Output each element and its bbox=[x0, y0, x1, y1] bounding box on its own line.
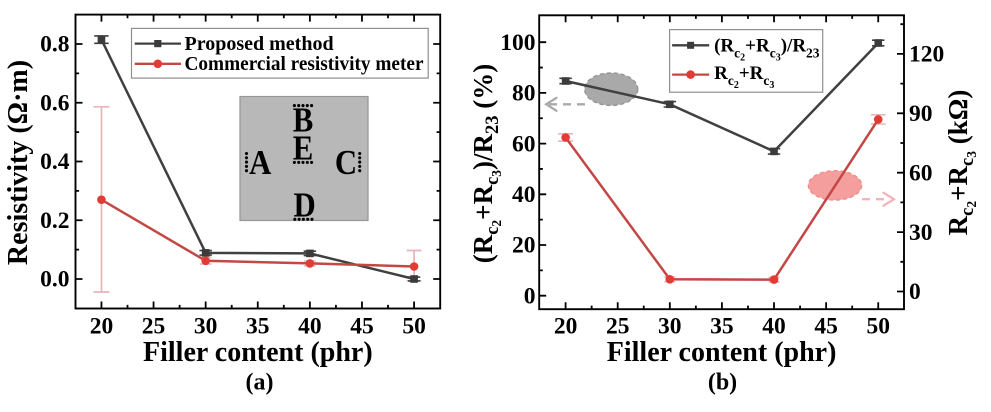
svg-text:Resistivity (Ω·m): Resistivity (Ω·m) bbox=[3, 60, 34, 265]
svg-text:0: 0 bbox=[524, 283, 536, 309]
svg-text:(a): (a) bbox=[246, 370, 274, 396]
svg-text:20: 20 bbox=[554, 314, 578, 340]
svg-text:0.0: 0.0 bbox=[40, 267, 69, 293]
svg-text:60: 60 bbox=[512, 131, 536, 157]
svg-text:35: 35 bbox=[710, 314, 734, 340]
svg-text:A: A bbox=[249, 144, 271, 182]
svg-text:30: 30 bbox=[909, 220, 933, 246]
svg-text:Proposed method: Proposed method bbox=[185, 33, 334, 55]
svg-text:(b): (b) bbox=[708, 370, 737, 396]
svg-text:20: 20 bbox=[90, 314, 114, 340]
svg-text:E: E bbox=[293, 130, 314, 168]
svg-text:Rc2+Rc3: Rc2+Rc3 bbox=[714, 63, 774, 91]
svg-text:0: 0 bbox=[909, 279, 921, 305]
svg-text:Filler content (phr): Filler content (phr) bbox=[607, 337, 837, 368]
svg-text:B: B bbox=[293, 102, 314, 140]
svg-text:50: 50 bbox=[866, 314, 890, 340]
svg-text:20: 20 bbox=[512, 233, 536, 259]
svg-text:90: 90 bbox=[909, 101, 933, 127]
svg-text:0.6: 0.6 bbox=[40, 90, 70, 116]
svg-text:80: 80 bbox=[512, 81, 536, 107]
svg-text:25: 25 bbox=[606, 314, 630, 340]
svg-text:Filler content (phr): Filler content (phr) bbox=[143, 337, 373, 368]
svg-text:40: 40 bbox=[298, 314, 322, 340]
svg-text:45: 45 bbox=[350, 314, 374, 340]
svg-text:45: 45 bbox=[814, 314, 838, 340]
svg-text:40: 40 bbox=[762, 314, 786, 340]
svg-text:35: 35 bbox=[246, 314, 270, 340]
svg-text:25: 25 bbox=[142, 314, 166, 340]
svg-text:Commercial resistivity meter: Commercial resistivity meter bbox=[185, 53, 424, 75]
svg-text:50: 50 bbox=[402, 314, 426, 340]
svg-text:120: 120 bbox=[909, 42, 944, 68]
svg-text:30: 30 bbox=[194, 314, 218, 340]
svg-text:100: 100 bbox=[500, 30, 535, 56]
svg-text:0.8: 0.8 bbox=[40, 32, 69, 58]
svg-text:0.2: 0.2 bbox=[40, 208, 69, 234]
svg-text:C: C bbox=[335, 144, 357, 182]
svg-text:40: 40 bbox=[512, 182, 536, 208]
svg-text:D: D bbox=[293, 187, 315, 225]
svg-text:60: 60 bbox=[909, 160, 933, 186]
svg-text:0.4: 0.4 bbox=[40, 149, 70, 175]
svg-text:30: 30 bbox=[658, 314, 682, 340]
